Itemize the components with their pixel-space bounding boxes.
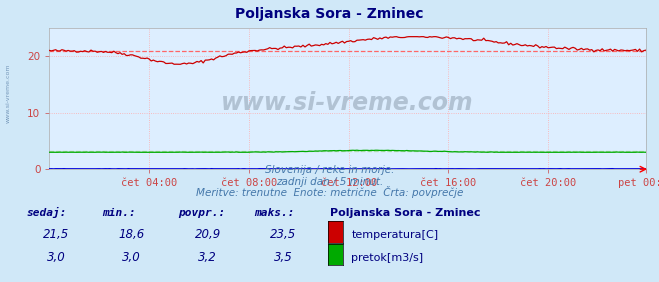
Text: 20,9: 20,9 <box>194 228 221 241</box>
Text: 23,5: 23,5 <box>270 228 297 241</box>
Text: Poljanska Sora - Zminec: Poljanska Sora - Zminec <box>235 7 424 21</box>
Text: 18,6: 18,6 <box>119 228 145 241</box>
Text: 3,2: 3,2 <box>198 251 217 264</box>
Text: temperatura[C]: temperatura[C] <box>351 230 438 240</box>
Text: zadnji dan / 5 minut.: zadnji dan / 5 minut. <box>276 177 383 187</box>
Text: min.:: min.: <box>102 208 136 218</box>
Text: www.si-vreme.com: www.si-vreme.com <box>5 63 11 123</box>
Text: 21,5: 21,5 <box>43 228 69 241</box>
Text: sedaj:: sedaj: <box>26 207 67 218</box>
Text: povpr.:: povpr.: <box>178 208 225 218</box>
Text: Meritve: trenutne  Enote: metrične  Črta: povprečje: Meritve: trenutne Enote: metrične Črta: … <box>196 186 463 198</box>
Text: maks.:: maks.: <box>254 208 294 218</box>
Text: 3,0: 3,0 <box>123 251 141 264</box>
Text: www.si-vreme.com: www.si-vreme.com <box>221 91 474 115</box>
Text: 3,5: 3,5 <box>274 251 293 264</box>
Text: Poljanska Sora - Zminec: Poljanska Sora - Zminec <box>330 208 480 218</box>
Text: 3,0: 3,0 <box>47 251 65 264</box>
Text: pretok[m3/s]: pretok[m3/s] <box>351 253 423 263</box>
Text: Slovenija / reke in morje.: Slovenija / reke in morje. <box>265 166 394 175</box>
